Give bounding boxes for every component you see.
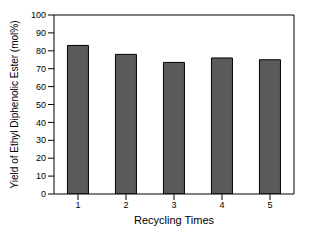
svg-text:50: 50: [36, 100, 46, 110]
svg-text:3: 3: [171, 200, 176, 210]
svg-text:60: 60: [36, 82, 46, 92]
svg-text:0: 0: [41, 189, 46, 199]
svg-text:4: 4: [219, 200, 224, 210]
svg-text:20: 20: [36, 153, 46, 163]
svg-text:90: 90: [36, 28, 46, 38]
svg-text:40: 40: [36, 118, 46, 128]
svg-text:2: 2: [123, 200, 128, 210]
svg-text:30: 30: [36, 135, 46, 145]
svg-text:10: 10: [36, 171, 46, 181]
svg-text:80: 80: [36, 46, 46, 56]
svg-text:1: 1: [75, 200, 80, 210]
svg-text:Yield of Ethyl Diphenolic Este: Yield of Ethyl Diphenolic Ester (mol%): [9, 20, 20, 188]
svg-text:70: 70: [36, 64, 46, 74]
svg-text:5: 5: [267, 200, 272, 210]
svg-text:100: 100: [31, 10, 46, 20]
svg-text:Recycling Times: Recycling Times: [134, 214, 215, 226]
